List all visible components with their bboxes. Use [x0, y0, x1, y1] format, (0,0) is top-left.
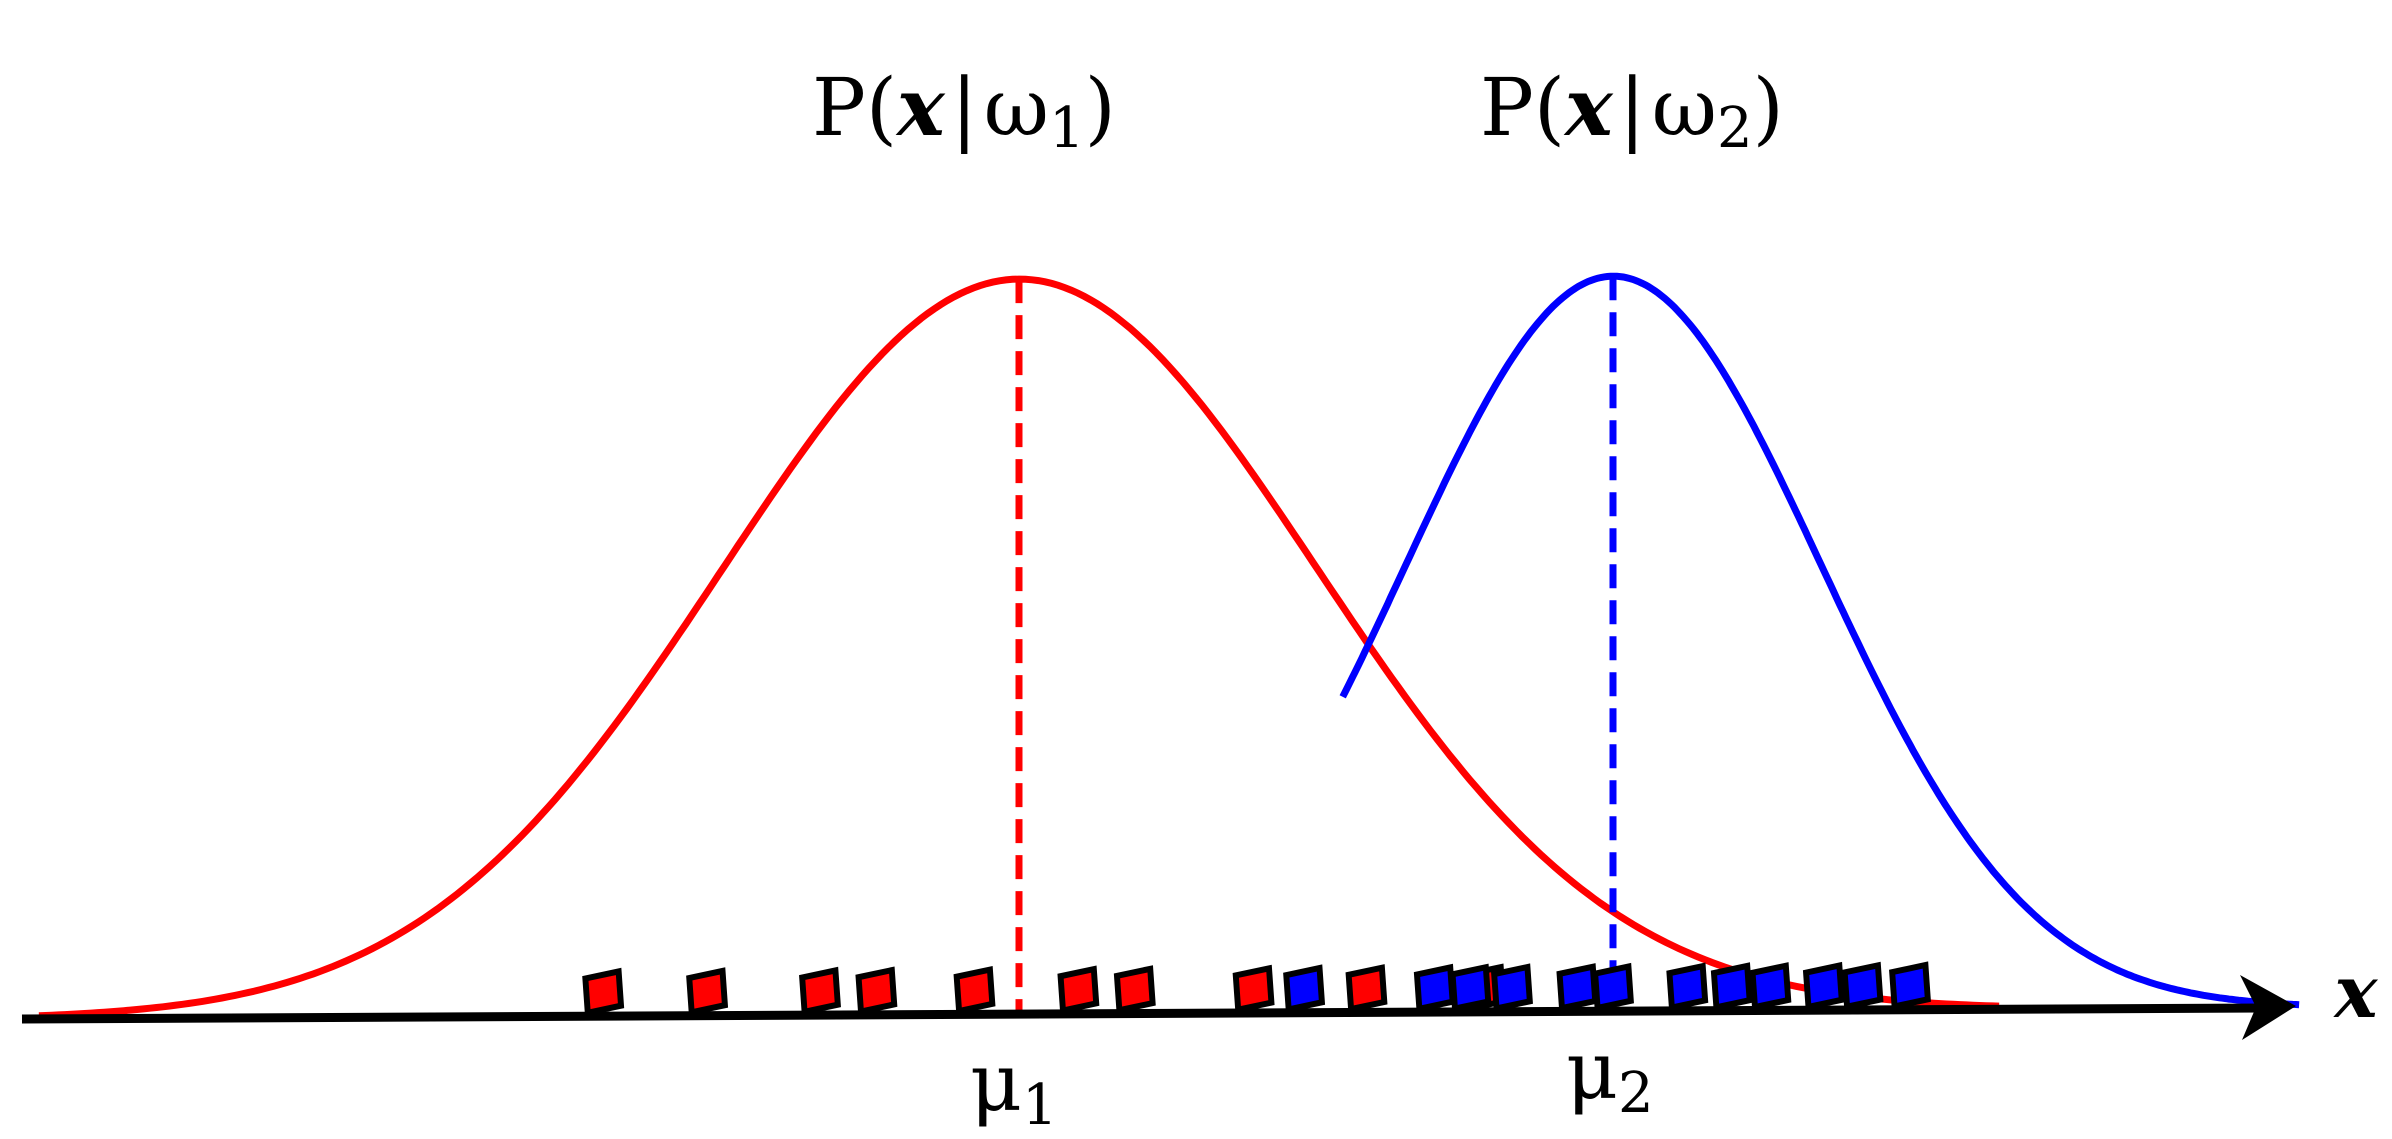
class1-sample-marker-7 — [1113, 965, 1156, 1014]
class2-sample-marker-5 — [1556, 963, 1599, 1012]
class1-sample-marker-4 — [855, 966, 898, 1016]
class1-sample-marker-2 — [686, 967, 729, 1016]
class1-curve-label: P(x|ω1) — [812, 60, 1116, 161]
class1-sample-marker-3 — [799, 966, 841, 1016]
class1-label-close: ) — [1085, 61, 1116, 154]
class2-curve-label: P(x|ω2) — [1480, 60, 1784, 161]
class2-sample-marker-1 — [1283, 964, 1326, 1014]
mu1-symbol: μ — [970, 1036, 1022, 1129]
sample-markers — [582, 961, 1931, 1017]
class1-density-curve — [38, 275, 2000, 1020]
class1-label-bar: | — [951, 61, 978, 154]
class2-label-omega: ω — [1652, 61, 1717, 154]
class1-sample-marker-6 — [1057, 965, 1100, 1015]
class1-label-sub: 1 — [1049, 96, 1085, 161]
class1-sample-marker-9 — [1345, 964, 1388, 1013]
class1-sample-marker-5 — [953, 965, 996, 1015]
mu2-symbol: μ — [1566, 1024, 1618, 1117]
x-axis-line — [21, 1003, 2266, 1024]
class2-label-x: x — [1563, 60, 1614, 154]
mu2-subscript: 2 — [1618, 1061, 1654, 1126]
class1-label-x: x — [895, 60, 946, 154]
class2-label-sub: 2 — [1717, 96, 1753, 161]
class1-label-omega: ω — [984, 61, 1049, 154]
class2-sample-marker-11 — [1841, 961, 1884, 1011]
class2-sample-marker-6 — [1592, 962, 1634, 1012]
class2-sample-marker-4 — [1491, 963, 1533, 1013]
mu1-subscript: 1 — [1022, 1073, 1058, 1138]
class2-sample-marker-2 — [1413, 963, 1456, 1013]
class1-label-p: P( — [812, 61, 897, 154]
class2-sample-marker-3 — [1449, 963, 1492, 1013]
x-axis-arrowhead — [2240, 975, 2296, 1040]
class2-sample-marker-12 — [1889, 961, 1931, 1011]
class2-sample-marker-7 — [1666, 962, 1709, 1012]
class2-label-p: P( — [1480, 61, 1565, 154]
mu1-label: μ1 — [970, 1036, 1058, 1138]
class1-sample-marker-8 — [1232, 964, 1275, 1014]
class2-sample-marker-9 — [1749, 962, 1792, 1011]
x-axis-label: x — [2333, 949, 2379, 1034]
mu2-label: μ2 — [1566, 1024, 1654, 1126]
class2-label-close: ) — [1753, 61, 1784, 154]
class2-sample-marker-8 — [1710, 962, 1753, 1011]
class2-label-bar: | — [1619, 61, 1646, 154]
class2-sample-marker-10 — [1802, 961, 1845, 1011]
class1-sample-marker-1 — [582, 967, 625, 1017]
class2-density-curve — [1339, 272, 2300, 1009]
